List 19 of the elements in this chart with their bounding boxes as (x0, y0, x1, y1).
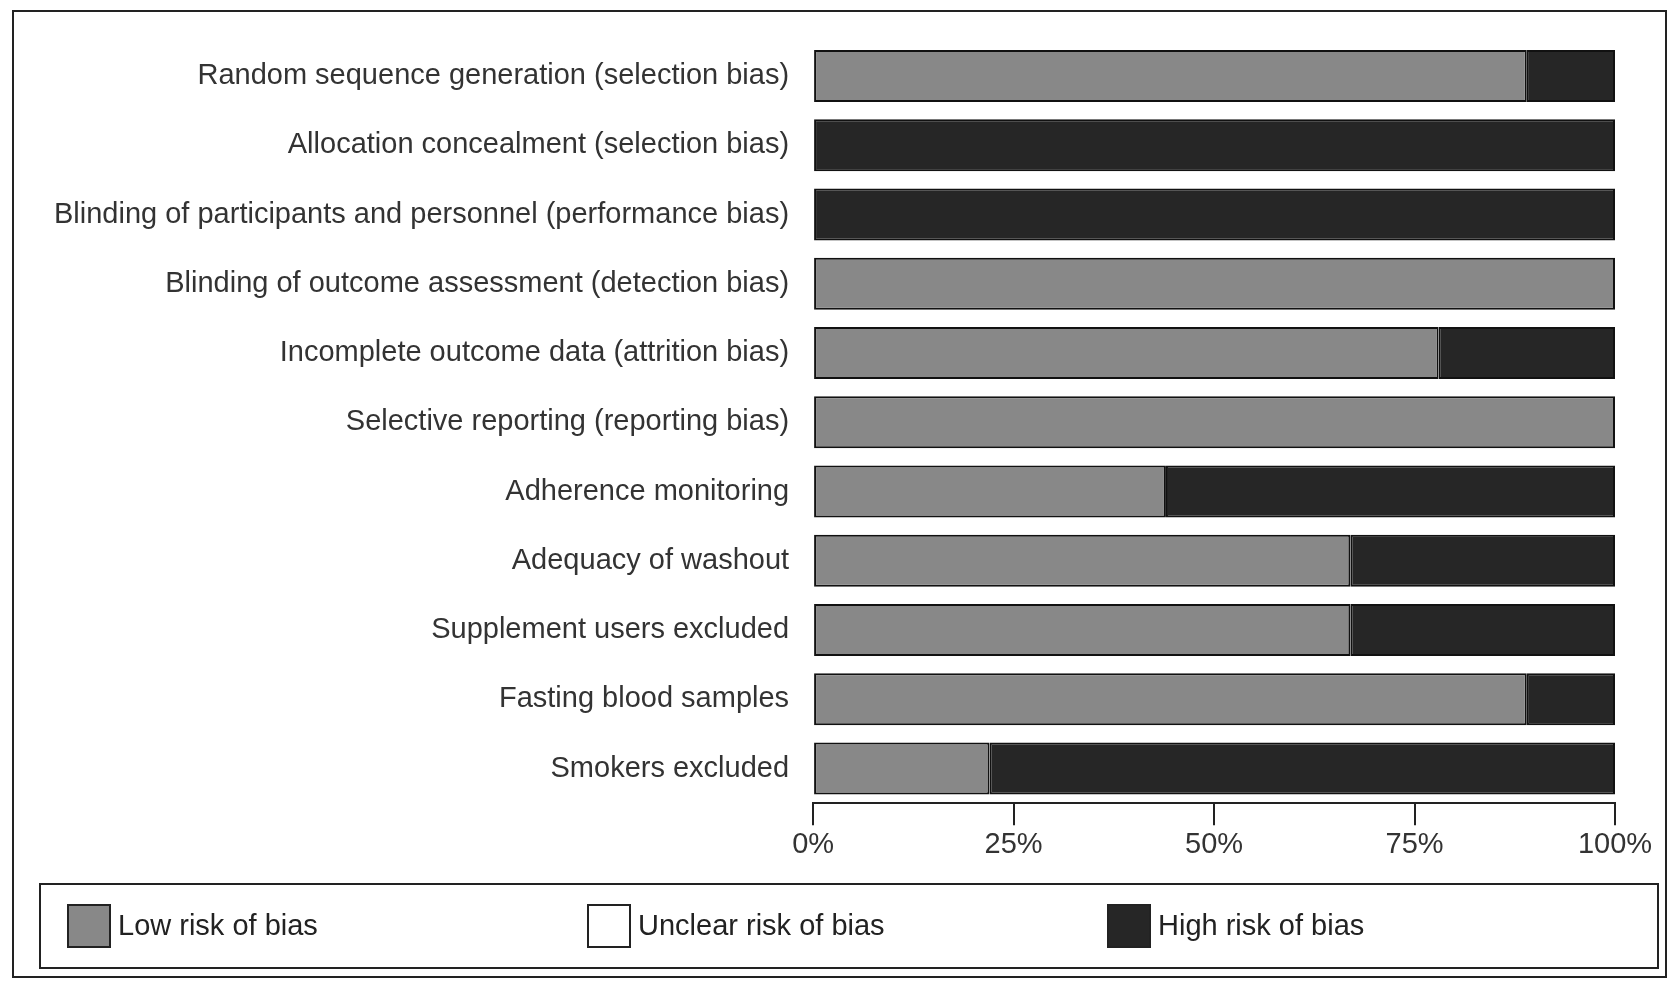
legend-label: High risk of bias (1158, 909, 1365, 941)
y-tick-label: Supplement users excluded (431, 612, 790, 645)
x-tick-label: 0% (792, 826, 835, 859)
legend-label: Low risk of bias (118, 909, 318, 941)
y-tick-label: Allocation concealment (selection bias) (287, 127, 790, 160)
y-tick-label: Adherence monitoring (505, 473, 790, 506)
y-tick-label: Fasting blood samples (498, 681, 790, 714)
x-tick-label: 25% (984, 826, 1043, 859)
y-tick-label: Incomplete outcome data (attrition bias) (279, 335, 790, 368)
y-tick-label: Smokers excluded (550, 750, 790, 783)
y-tick-label: Blinding of participants and personnel (performance bias) (53, 196, 790, 229)
y-tick-label: Selective reporting (reporting bias) (345, 404, 790, 437)
y-tick-label: Random sequence generation (selection bias) (197, 58, 790, 91)
x-tick-label: 100% (1577, 826, 1653, 859)
x-tick-label: 75% (1385, 826, 1444, 859)
y-tick-label: Adequacy of washout (511, 542, 790, 575)
x-tick-label: 50% (1185, 826, 1244, 859)
legend-label: Unclear risk of bias (638, 909, 885, 941)
y-tick-label: Blinding of outcome assessment (detection bias) (165, 265, 790, 298)
